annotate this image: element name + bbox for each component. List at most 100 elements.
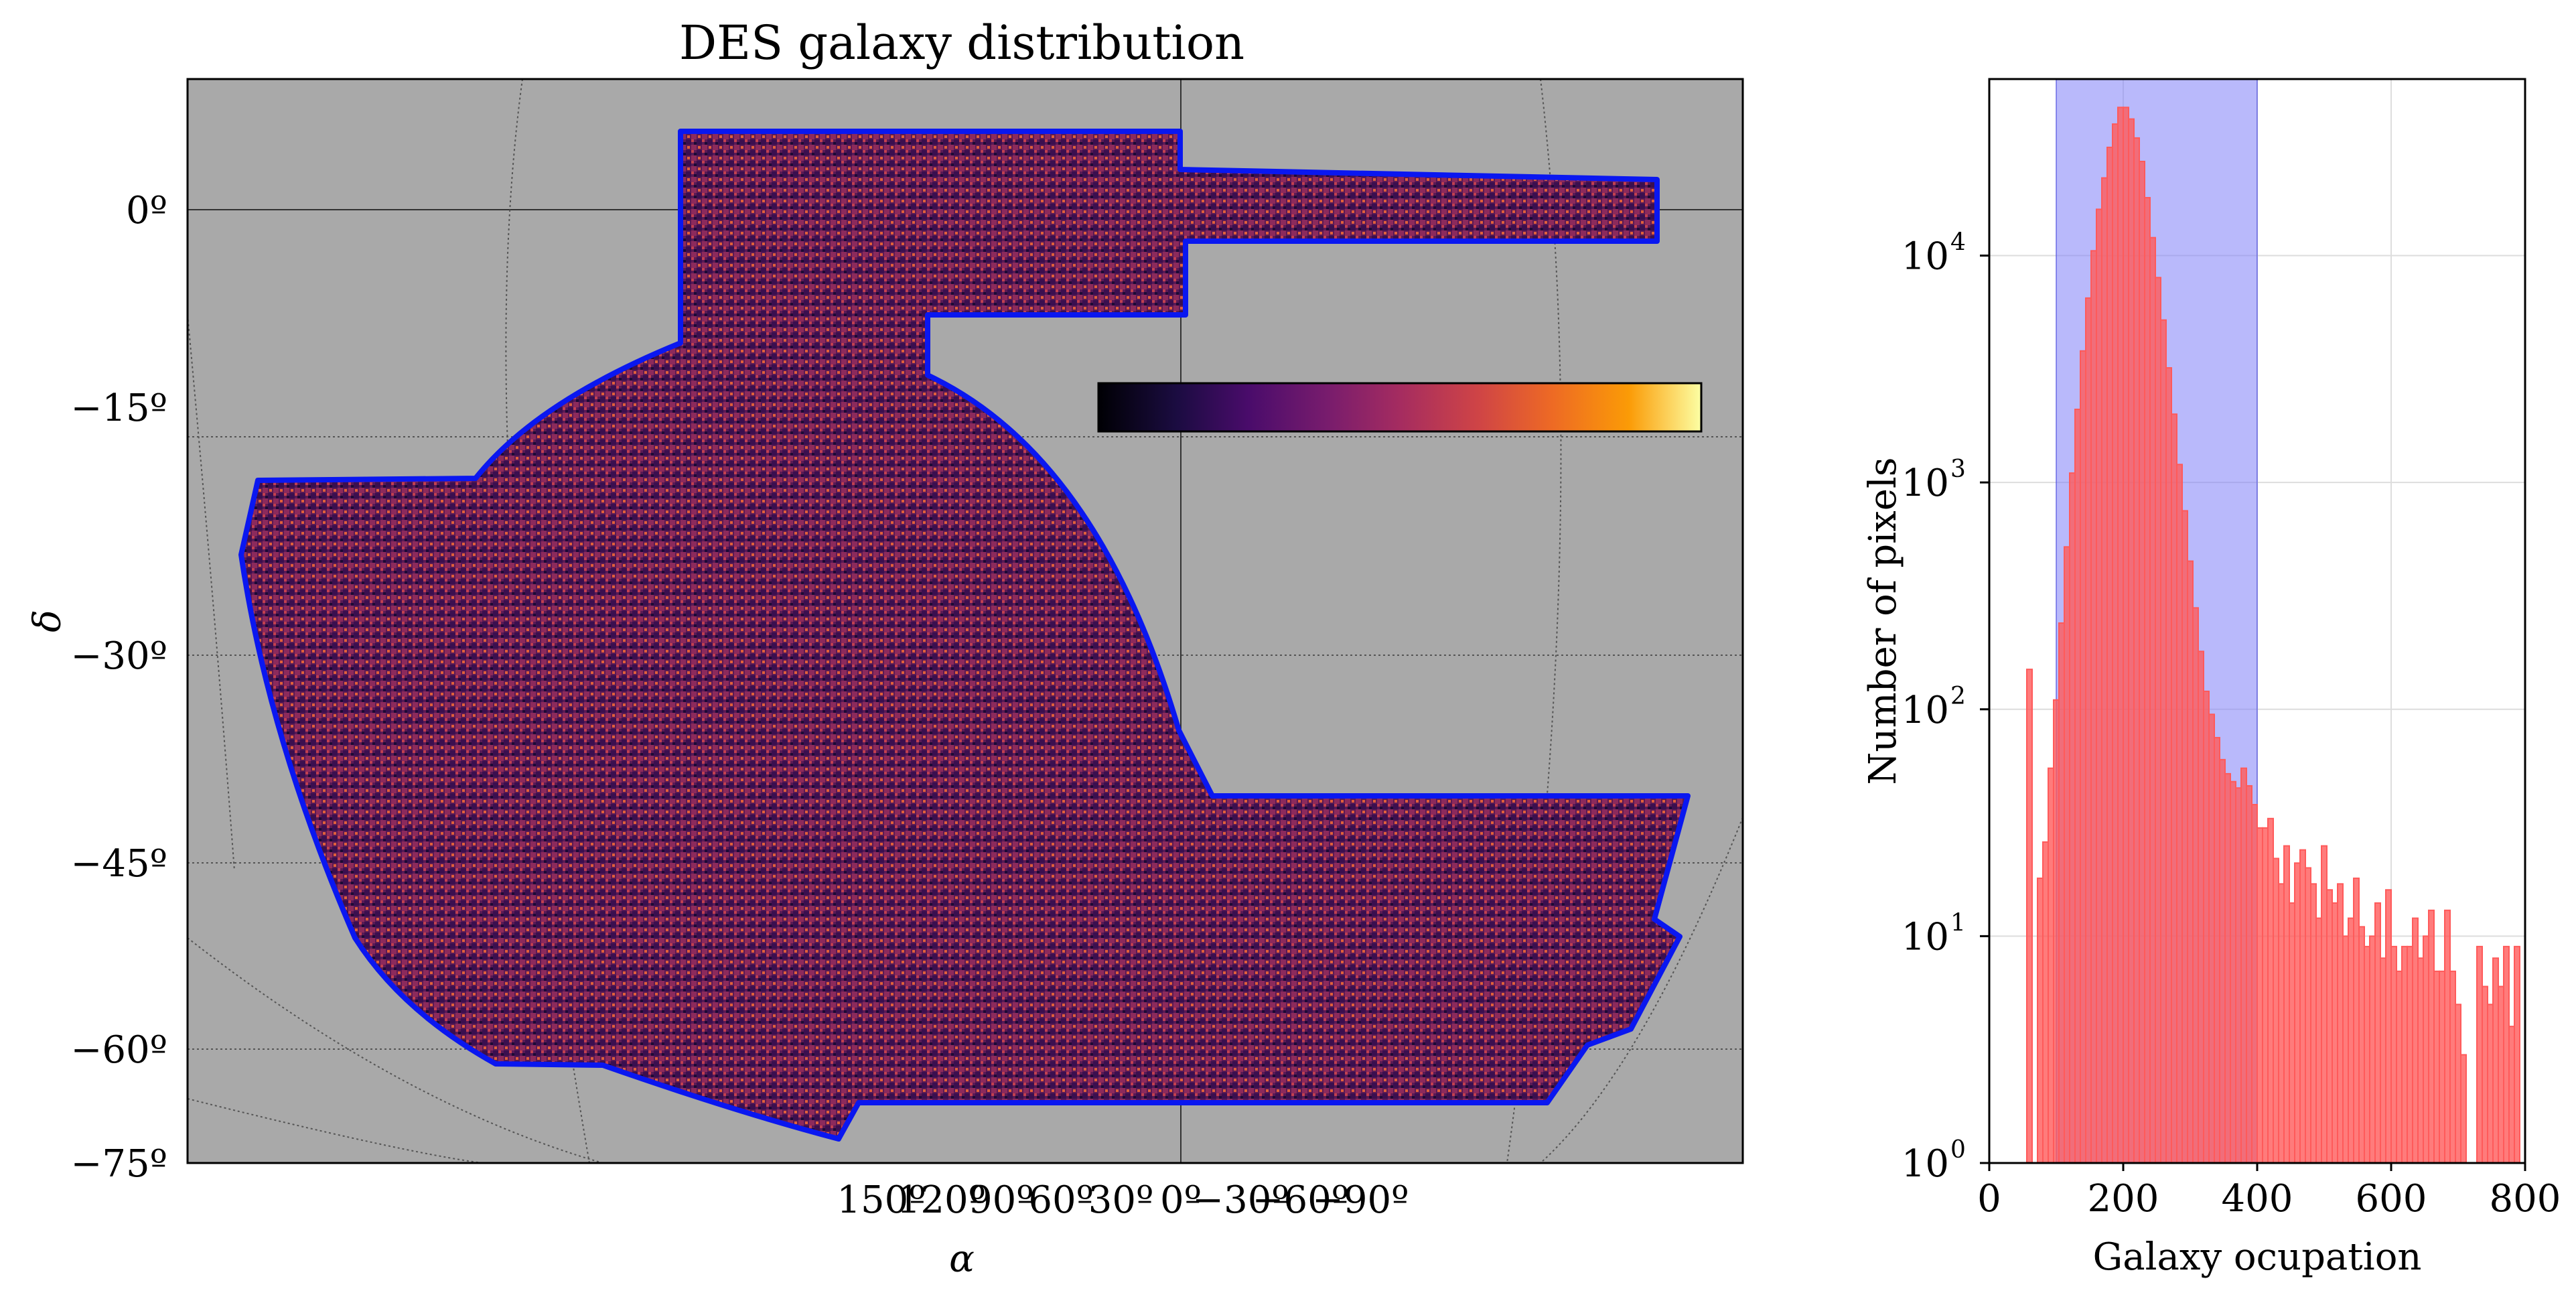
histogram-bar	[2380, 957, 2386, 1163]
histogram-bar	[2219, 758, 2226, 1163]
histogram-x-tick-label: 200	[2088, 1177, 2159, 1221]
histogram-bar	[2267, 817, 2274, 1163]
histogram-y-tick-exponent: 4	[1950, 229, 1966, 257]
histogram-x-ticks: 0 200 400 600 800	[1977, 1163, 2561, 1221]
map-y-label: δ	[26, 610, 70, 632]
histogram-bar	[2257, 827, 2263, 1163]
histogram-y-tick-exponent: 0	[1950, 1136, 1966, 1164]
histogram-x-label: Galaxy ocupation	[2092, 1235, 2421, 1279]
histogram-bar	[2326, 889, 2333, 1163]
histogram-bar	[2096, 208, 2102, 1163]
histogram-bar	[2037, 877, 2044, 1163]
histogram-bar	[2214, 737, 2220, 1163]
histogram-bar	[2423, 935, 2429, 1163]
histogram-bar	[2369, 935, 2376, 1163]
histogram-x-tick-label: 800	[2490, 1177, 2561, 1221]
histogram-bar	[2498, 985, 2504, 1163]
histogram-x-tick-label: 0	[1977, 1177, 2001, 1221]
histogram-bar	[2294, 862, 2301, 1163]
histogram-bar	[2433, 970, 2440, 1163]
histogram-y-tick-exponent: 1	[1950, 909, 1966, 937]
histogram-bar	[2428, 909, 2435, 1163]
histogram-bar	[2364, 945, 2370, 1163]
histogram-bar	[2080, 350, 2086, 1163]
map-x-tick-label: −30º	[1192, 1178, 1289, 1222]
histogram-bar	[2117, 107, 2124, 1163]
histogram-bar	[2353, 877, 2360, 1163]
histogram-bar	[2171, 413, 2177, 1163]
histogram-bar	[2090, 250, 2097, 1163]
histogram-bar	[2235, 787, 2242, 1163]
histogram-bar	[2139, 160, 2145, 1163]
map-x-tick-label: −90º	[1312, 1178, 1409, 1222]
histogram-bar	[2455, 1004, 2461, 1163]
histogram-bar	[2412, 917, 2419, 1163]
map-y-ticks: 0º −15º −30º −45º −60º −75º	[70, 189, 167, 1186]
histogram-bar	[2283, 845, 2290, 1163]
histogram-bar	[2262, 827, 2269, 1163]
histogram-bar	[2176, 464, 2183, 1163]
histogram-bar	[2198, 651, 2204, 1163]
histogram-bar	[2165, 367, 2172, 1163]
histogram-x-tick-label: 400	[2222, 1177, 2293, 1221]
map-x-label: α	[949, 1237, 975, 1281]
histogram-bar	[2358, 926, 2365, 1163]
histogram-bar	[2337, 883, 2344, 1163]
map-y-tick-label: −75º	[70, 1142, 167, 1186]
histogram-bar	[2289, 902, 2295, 1163]
histogram-bar	[2417, 957, 2424, 1163]
histogram-bar	[2224, 772, 2231, 1163]
histogram-bar	[2203, 690, 2210, 1163]
map-x-tick-label: −60º	[1253, 1178, 1350, 1222]
histogram-bar	[2192, 607, 2199, 1163]
map-x-tick-label: 120º	[897, 1178, 986, 1222]
histogram-y-tick-exponent: 3	[1950, 456, 1966, 483]
histogram-bar	[2251, 804, 2258, 1163]
map-panel: DES galaxy distribution 150º120º90º60º30…	[26, 15, 1744, 1281]
histogram-x-tick-label: 600	[2356, 1177, 2427, 1221]
histogram-bar	[2133, 137, 2140, 1163]
histogram-bar	[2064, 546, 2070, 1163]
histogram-bar	[2085, 297, 2092, 1163]
colorbar	[1097, 382, 1703, 433]
histogram-bar	[2299, 849, 2306, 1163]
histogram-bar	[2305, 867, 2311, 1163]
histogram-bar	[2053, 699, 2060, 1163]
map-title: DES galaxy distribution	[679, 15, 1244, 70]
histogram-y-tick-exponent: 2	[1950, 683, 1966, 710]
histogram-bar	[2181, 510, 2188, 1163]
map-frame	[186, 78, 1744, 1164]
map-x-tick-label: 0º	[1160, 1178, 1202, 1222]
histogram-bar	[2332, 902, 2338, 1163]
histogram-bar	[2144, 197, 2151, 1163]
histogram-bar	[2074, 409, 2081, 1163]
histogram-y-tick-label: 10	[1902, 462, 1949, 505]
histogram-bar	[2390, 945, 2397, 1163]
histogram-bar	[2278, 883, 2285, 1163]
histogram-bar	[2123, 107, 2129, 1163]
histogram-bar	[2407, 945, 2413, 1163]
histogram-bar	[2482, 985, 2488, 1163]
histogram-bar	[2321, 845, 2328, 1163]
histogram-bar	[2487, 1004, 2494, 1163]
map-x-tick-label: 90º	[969, 1178, 1034, 1222]
histogram-bar	[2048, 767, 2054, 1163]
histogram-bars	[2026, 107, 2520, 1163]
map-y-tick-label: −60º	[70, 1028, 167, 1072]
histogram-bar	[2246, 784, 2252, 1163]
histogram-bar	[2492, 957, 2499, 1163]
histogram-bar	[2348, 917, 2354, 1163]
survey-footprint	[238, 129, 1691, 1142]
histogram-bar	[2460, 1054, 2467, 1163]
histogram-bar	[2187, 560, 2194, 1163]
map-y-tick-label: −15º	[70, 387, 167, 430]
histogram-bar	[2444, 909, 2451, 1163]
histogram-bar	[2401, 945, 2408, 1163]
histogram-bar	[2069, 472, 2076, 1163]
histogram-bar	[2208, 713, 2215, 1163]
histogram-y-label: Number of pixels	[1861, 457, 1905, 784]
